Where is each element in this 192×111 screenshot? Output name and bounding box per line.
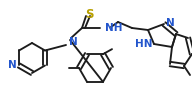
Text: S: S: [85, 8, 93, 21]
Text: N: N: [69, 37, 77, 47]
Text: N: N: [8, 60, 17, 70]
Text: N: N: [166, 18, 175, 28]
Text: HN: HN: [135, 39, 152, 49]
Text: NH: NH: [105, 23, 122, 33]
